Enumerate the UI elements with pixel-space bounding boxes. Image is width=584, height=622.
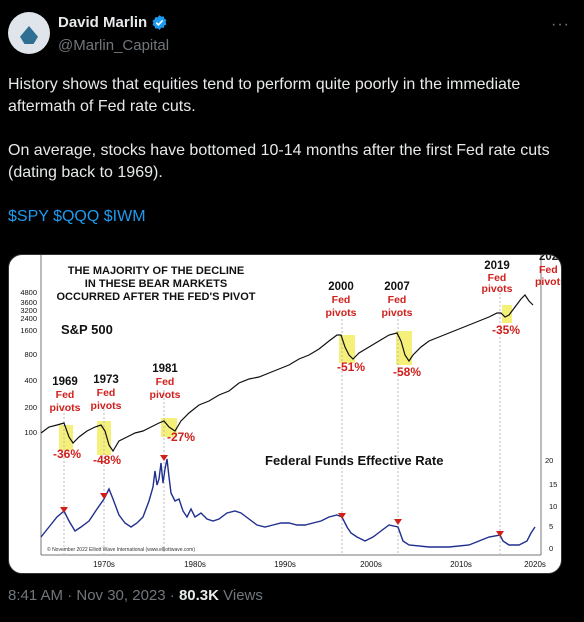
event-2023: 2023 Fed pivots? <box>535 255 561 288</box>
svg-text:pivots: pivots <box>91 400 122 412</box>
x-tick-1970s: 1970s <box>93 560 115 569</box>
right-ticks: 20 15 10 5 0 <box>545 456 557 553</box>
left-tick-400: 400 <box>24 376 37 385</box>
svg-text:-51%: -51% <box>337 360 365 374</box>
svg-text:-58%: -58% <box>393 365 421 379</box>
x-tick-2020s: 2020s <box>524 560 546 569</box>
chart-title-line-3: OCCURRED AFTER THE FED'S PIVOT <box>57 291 256 303</box>
svg-text:Fed: Fed <box>97 387 116 399</box>
chart-title-line-1: THE MAJORITY OF THE DECLINE <box>68 265 244 277</box>
right-tick-10: 10 <box>549 502 557 511</box>
decline-highlights <box>59 305 512 455</box>
svg-text:pivots: pivots <box>150 389 181 401</box>
views-count: 80.3K <box>178 587 219 604</box>
author-handle[interactable]: @Marlin_Capital <box>58 37 170 54</box>
marlin-logo-icon <box>20 26 38 44</box>
fed-funds-label: Federal Funds Effective Rate <box>265 453 443 468</box>
svg-text:pivots: pivots <box>382 307 413 319</box>
right-tick-20: 20 <box>545 456 553 465</box>
sp500-series-line <box>40 294 534 453</box>
tweet-paragraph-1: History shows that equities tend to perf… <box>8 76 521 115</box>
tweet-footer: 8:41 AM · Nov 30, 2023 · 80.3K Views <box>8 587 263 604</box>
timestamp[interactable]: 8:41 AM · Nov 30, 2023 · <box>8 587 179 604</box>
svg-text:-27%: -27% <box>167 430 195 444</box>
svg-text:2000: 2000 <box>328 281 354 293</box>
avatar[interactable] <box>8 12 50 54</box>
svg-text:pivots?: pivots? <box>535 276 561 288</box>
tweet-text: History shows that equities tend to perf… <box>8 74 573 250</box>
svg-text:Fed: Fed <box>56 389 75 401</box>
left-tick-800: 800 <box>24 350 37 359</box>
chart-credit: © November 2022 Elliott Wave Internation… <box>47 546 195 553</box>
svg-text:Fed: Fed <box>332 294 351 306</box>
x-tick-2000s: 2000s <box>360 560 382 569</box>
svg-text:2007: 2007 <box>384 281 410 293</box>
left-tick-3600: 3600 <box>20 298 37 307</box>
svg-text:2019: 2019 <box>484 260 510 272</box>
left-tick-200: 200 <box>24 403 37 412</box>
right-tick-5: 5 <box>549 522 553 531</box>
x-ticks: 1970s 1980s 1990s 2000s 2010s 2020s <box>93 560 546 569</box>
event-2000: 2000 Fed pivots -51% <box>326 281 366 374</box>
event-2019: 2019 Fed pivots -35% <box>482 260 521 337</box>
left-tick-2400: 2400 <box>20 314 37 323</box>
svg-text:-35%: -35% <box>492 323 520 337</box>
svg-text:-48%: -48% <box>93 453 121 467</box>
event-1973: 1973 Fed pivots -48% <box>91 374 122 467</box>
sp500-label: S&P 500 <box>61 322 113 337</box>
highlight-1969 <box>59 425 73 450</box>
svg-text:1981: 1981 <box>152 363 178 375</box>
left-tick-4800: 4800 <box>20 288 37 297</box>
author-name[interactable]: David Marlin <box>58 14 148 31</box>
event-arrows <box>60 455 504 537</box>
svg-text:2023: 2023 <box>539 255 561 263</box>
event-lines <box>63 285 501 555</box>
chart-figure: THE MAJORITY OF THE DECLINE IN THESE BEA… <box>20 255 561 569</box>
x-tick-1990s: 1990s <box>274 560 296 569</box>
highlight-2019 <box>502 305 512 323</box>
tweet-paragraph-2: On average, stocks have bottomed 10-14 m… <box>8 142 550 181</box>
svg-text:Fed: Fed <box>156 376 175 388</box>
event-1969: 1969 Fed pivots -36% <box>50 376 82 461</box>
svg-text:Fed: Fed <box>539 264 558 276</box>
svg-text:1973: 1973 <box>93 374 119 386</box>
svg-text:pivots: pivots <box>482 283 513 295</box>
event-2007: 2007 Fed pivots -58% <box>382 281 422 379</box>
svg-text:1969: 1969 <box>52 376 78 388</box>
left-tick-100: 100 <box>24 428 37 437</box>
left-ticks: 4800 3600 3200 2400 1600 800 400 200 100 <box>20 288 37 437</box>
x-tick-1980s: 1980s <box>184 560 206 569</box>
left-tick-1600: 1600 <box>20 326 37 335</box>
x-tick-2010s: 2010s <box>450 560 472 569</box>
svg-text:Fed: Fed <box>488 272 507 284</box>
chart-title-line-2: IN THESE BEAR MARKETS <box>85 278 227 290</box>
verified-badge-icon <box>152 15 167 30</box>
svg-text:-36%: -36% <box>53 447 81 461</box>
right-tick-0: 0 <box>549 544 553 553</box>
more-options-icon[interactable]: ··· <box>551 16 570 33</box>
tweet-image[interactable]: THE MAJORITY OF THE DECLINE IN THESE BEA… <box>8 254 562 574</box>
left-tick-3200: 3200 <box>20 306 37 315</box>
svg-text:pivots: pivots <box>50 402 81 414</box>
cashtags-link[interactable]: $SPY $QQQ $IWM <box>8 208 146 225</box>
event-1981: 1981 Fed pivots -27% <box>150 363 196 444</box>
svg-text:pivots: pivots <box>326 307 357 319</box>
svg-text:Fed: Fed <box>388 294 407 306</box>
views-label: Views <box>218 587 263 604</box>
right-tick-15: 15 <box>549 480 557 489</box>
author-row: David Marlin <box>58 14 168 31</box>
fed-funds-series-line <box>40 458 536 548</box>
